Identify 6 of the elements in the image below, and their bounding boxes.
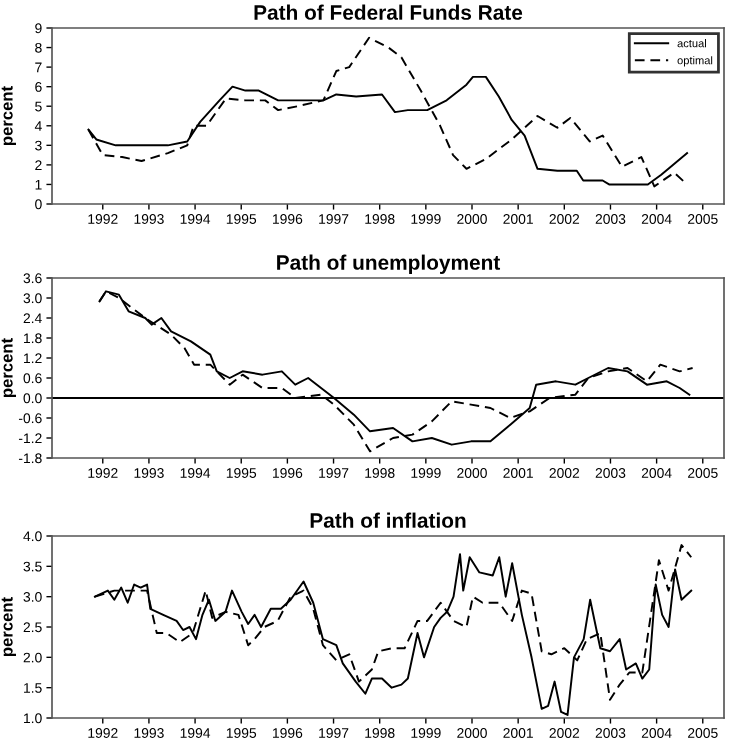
chart-title: Path of unemployment [277, 254, 501, 274]
y-axis-title: percent [1, 597, 16, 656]
chart-title: Path of Federal Funds Rate [254, 4, 523, 20]
y-axis-title: percent [1, 338, 16, 397]
chart-title: Path of inflation [310, 512, 466, 528]
y-axis-title: percent [1, 86, 16, 145]
